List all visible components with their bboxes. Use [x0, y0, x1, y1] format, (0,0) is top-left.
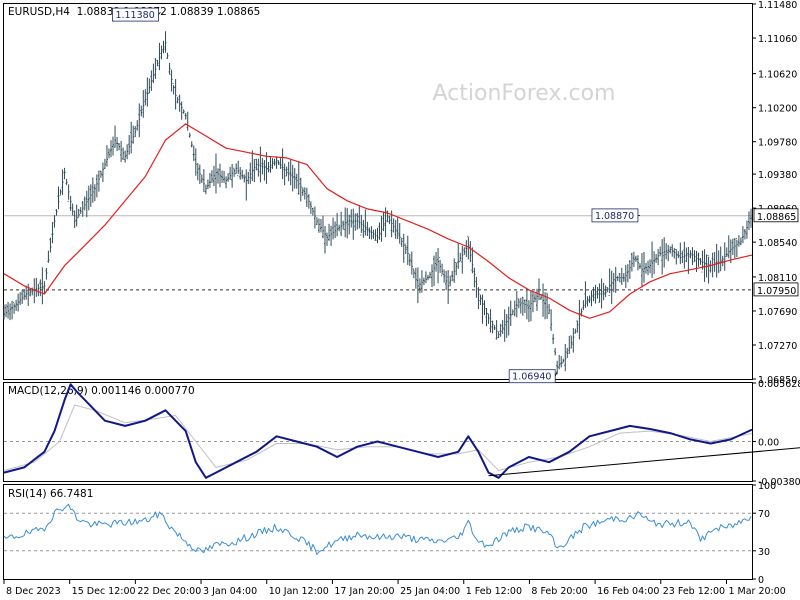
rsi-y-tick-label: 70 [758, 509, 770, 520]
x-tick-label: 1 Feb 12:00 [466, 586, 522, 597]
price-y-tick-label: 1.11060 [758, 34, 797, 45]
macd-trendline [488, 447, 800, 477]
price-y-tick-label: 1.07270 [758, 341, 797, 352]
rsi-panel-title: RSI(14) 66.7481 [8, 488, 93, 500]
price-label-text: 1.06940 [512, 372, 551, 383]
price-label-text: 1.11380 [115, 10, 154, 21]
x-tick-label: 8 Feb 20:00 [531, 586, 587, 597]
price-y-tick-label: 1.11480 [758, 0, 797, 11]
x-tick-label: 16 Feb 04:00 [597, 586, 659, 597]
x-tick-label: 1 Mar 20:00 [728, 586, 785, 597]
price-label-text: 1.08870 [595, 211, 634, 222]
macd-y-tick-label: 0.00 [758, 437, 779, 448]
x-tick-label: 8 Dec 2023 [6, 586, 61, 597]
price-y-tick-label: 1.10200 [758, 104, 797, 115]
price-layer: 1.11380 1.08870 1.06940 [3, 7, 753, 384]
rsi-y-tick-label: 30 [758, 547, 770, 558]
macd-y-tick-label: -0.003807 [758, 477, 800, 488]
rsi-y-tick-label: 0 [758, 575, 764, 586]
price-label-box [112, 7, 159, 22]
price-hline-label: 1.07950 [757, 286, 796, 297]
macd-layer [3, 383, 800, 479]
price-y-tick-label: 1.08540 [758, 238, 797, 249]
price-panel-frame [3, 3, 753, 380]
price-hline-label: 1.08865 [757, 212, 796, 223]
price-label-box [591, 208, 639, 223]
price-bars [3, 31, 752, 375]
x-tick-label: 25 Jan 04:00 [400, 586, 460, 597]
x-tick-label: 15 Dec 12:00 [72, 586, 136, 597]
price-y-tick-label: 1.07690 [758, 307, 797, 318]
x-tick-label: 22 Dec 20:00 [137, 586, 201, 597]
macd-panel-frame [3, 382, 753, 482]
macd-line [3, 383, 753, 479]
moving-average-line [3, 123, 753, 319]
price-y-tick-label: 1.09780 [758, 138, 797, 149]
price-hline-label-box [753, 282, 799, 297]
rsi-panel-frame [3, 484, 753, 580]
x-tick-label: 10 Jan 12:00 [269, 586, 329, 597]
macd-y-tick-label: 0.005628 [758, 379, 800, 390]
watermark: ActionForex.com [433, 81, 616, 106]
price-label-box [508, 369, 556, 384]
price-y-tick-label: 1.10620 [758, 70, 797, 81]
rsi-y-tick-label: 100 [758, 481, 776, 492]
x-tick-label: 3 Jan 04:00 [203, 586, 257, 597]
price-hline-label-box [753, 208, 799, 223]
rsi-line [3, 503, 752, 555]
price-y-tick-label: 1.08110 [758, 273, 797, 284]
axes-layer: 1.11480 1.11060 1.10620 1.10200 1.09780 1.093… [3, 0, 800, 597]
rsi-layer [3, 503, 752, 555]
price-y-tick-label: 1.09380 [758, 170, 797, 181]
price-y-tick-label: 1.06850 [758, 375, 797, 386]
macd-panel-title: MACD(12,26,9) 0.001146 0.000770 [8, 385, 195, 397]
x-tick-label: 23 Feb 12:00 [663, 586, 725, 597]
x-tick-label: 17 Jan 20:00 [334, 586, 394, 597]
